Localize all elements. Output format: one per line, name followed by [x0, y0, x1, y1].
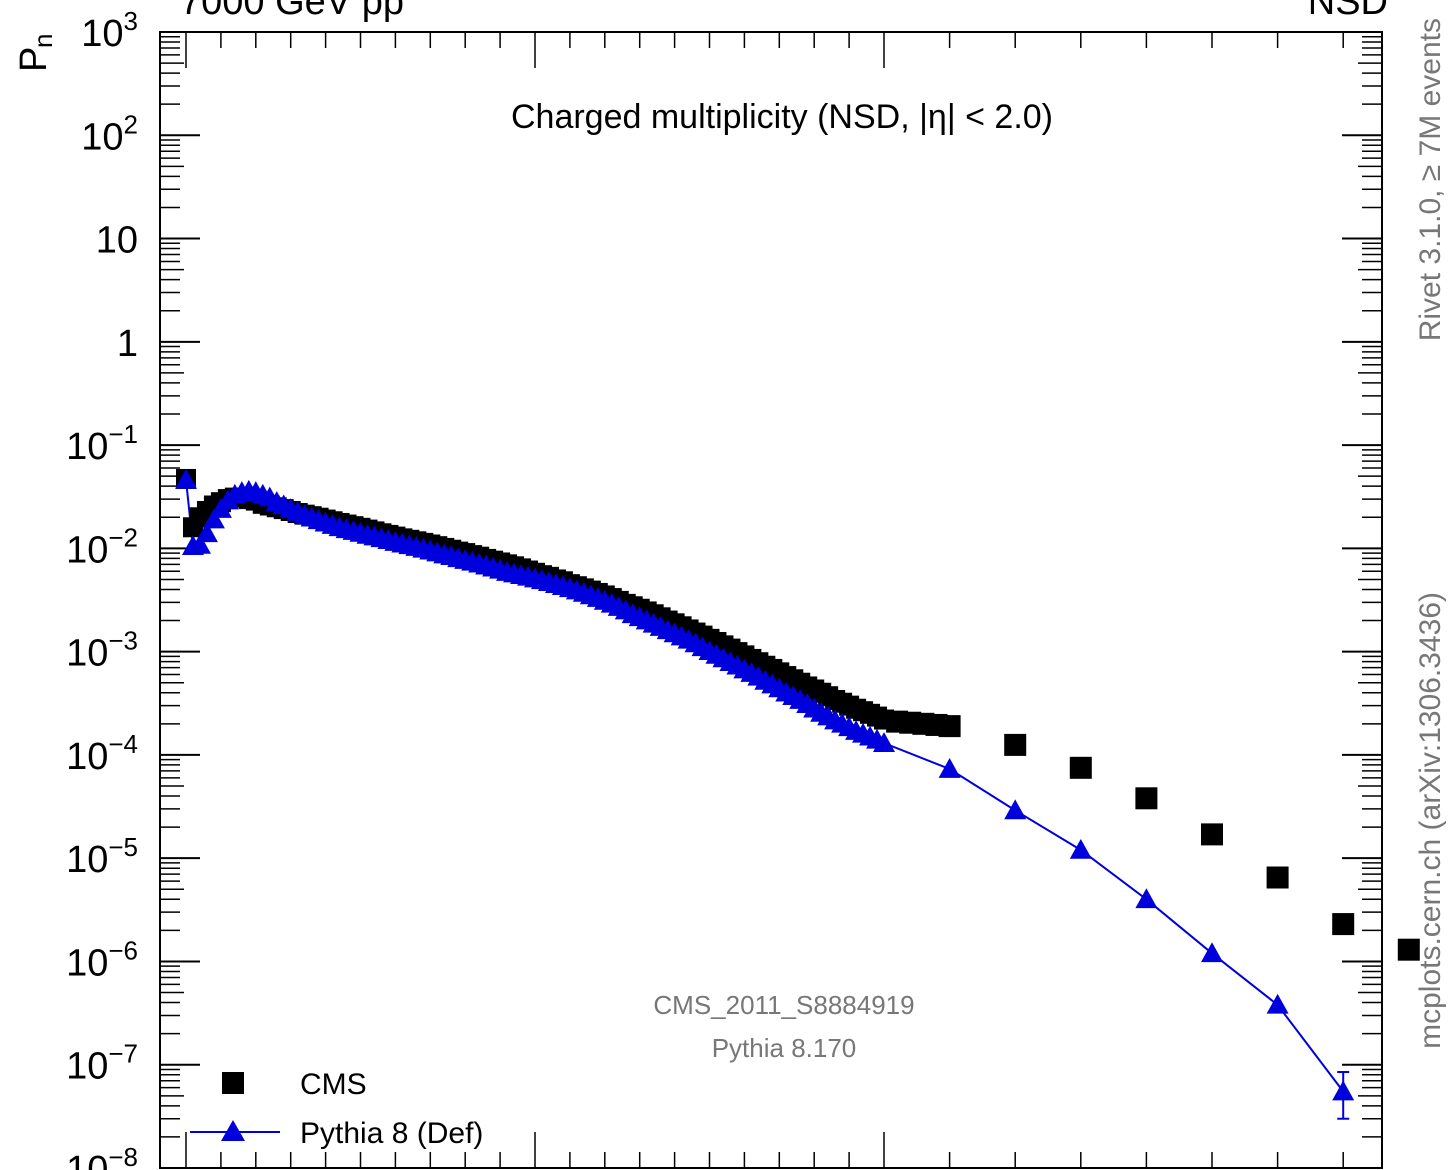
pythia-point — [873, 732, 895, 752]
cms-point — [1266, 866, 1289, 889]
y-tick-label: 10 — [96, 220, 138, 262]
plot-border — [159, 31, 1383, 1169]
y-axis-label: P — [13, 47, 55, 72]
y-tick-label: 10−7 — [66, 1039, 138, 1088]
generator-label: Pythia 8.170 — [712, 1033, 857, 1063]
analysis-label: CMS_2011_S8884919 — [653, 990, 914, 1020]
legend-label-cms: CMS — [300, 1068, 367, 1101]
cms-point — [1135, 787, 1158, 810]
y-tick-label: 10−4 — [66, 729, 138, 778]
legend-marker-cms — [222, 1072, 244, 1094]
pythia-point — [1069, 839, 1092, 859]
cms-point — [1332, 913, 1355, 936]
pythia-point — [188, 533, 211, 554]
plot-frame — [159, 31, 1383, 1169]
cms-point — [1069, 756, 1092, 779]
side-label-mcplots: mcplots.cern.ch (arXiv:1306.3436) — [1414, 592, 1447, 1049]
y-tick-label: 103 — [81, 6, 138, 55]
y-tick-label: 10−5 — [66, 832, 138, 881]
y-tick-label: 102 — [81, 109, 138, 158]
pythia-point — [202, 508, 225, 529]
legend-marker-pythia — [221, 1120, 245, 1141]
pythia-point — [175, 468, 197, 489]
y-tick-label: 10−3 — [66, 626, 138, 675]
x-axis — [185, 32, 1344, 1168]
cms-point — [1397, 938, 1420, 961]
y-tick-label: 10−6 — [66, 935, 138, 984]
y-axis: 10310210110−110−210−310−410−510−610−710−… — [66, 6, 1382, 1170]
pythia-point — [938, 758, 961, 778]
y-tick-label: 10−2 — [66, 522, 138, 571]
pythia-point — [1135, 888, 1158, 909]
y-tick-label: 10−8 — [66, 1142, 138, 1170]
side-label-rivet: Rivet 3.1.0, ≥ 7M events — [1414, 18, 1447, 341]
cms-point — [938, 715, 961, 738]
pythia-point — [1201, 942, 1223, 963]
y-tick-label: 10−1 — [66, 419, 138, 468]
pythia-point — [1004, 799, 1027, 820]
pythia-point — [1266, 993, 1289, 1014]
header-right: NSD — [1308, 0, 1388, 23]
cms-point — [1201, 823, 1223, 846]
y-tick-label: 1 — [117, 323, 138, 365]
legend: CMS Pythia 8 (Def) — [190, 1068, 483, 1150]
pythia-point — [195, 522, 218, 543]
y-axis-label-subscript: n — [28, 34, 58, 48]
cms-point — [1004, 733, 1027, 756]
chart-title: Charged multiplicity (NSD, |η| < 2.0) — [511, 98, 1053, 136]
series-pythia — [175, 468, 1355, 1120]
legend-label-pythia: Pythia 8 (Def) — [300, 1117, 483, 1150]
header-left: 7000 GeV pp — [180, 0, 404, 23]
